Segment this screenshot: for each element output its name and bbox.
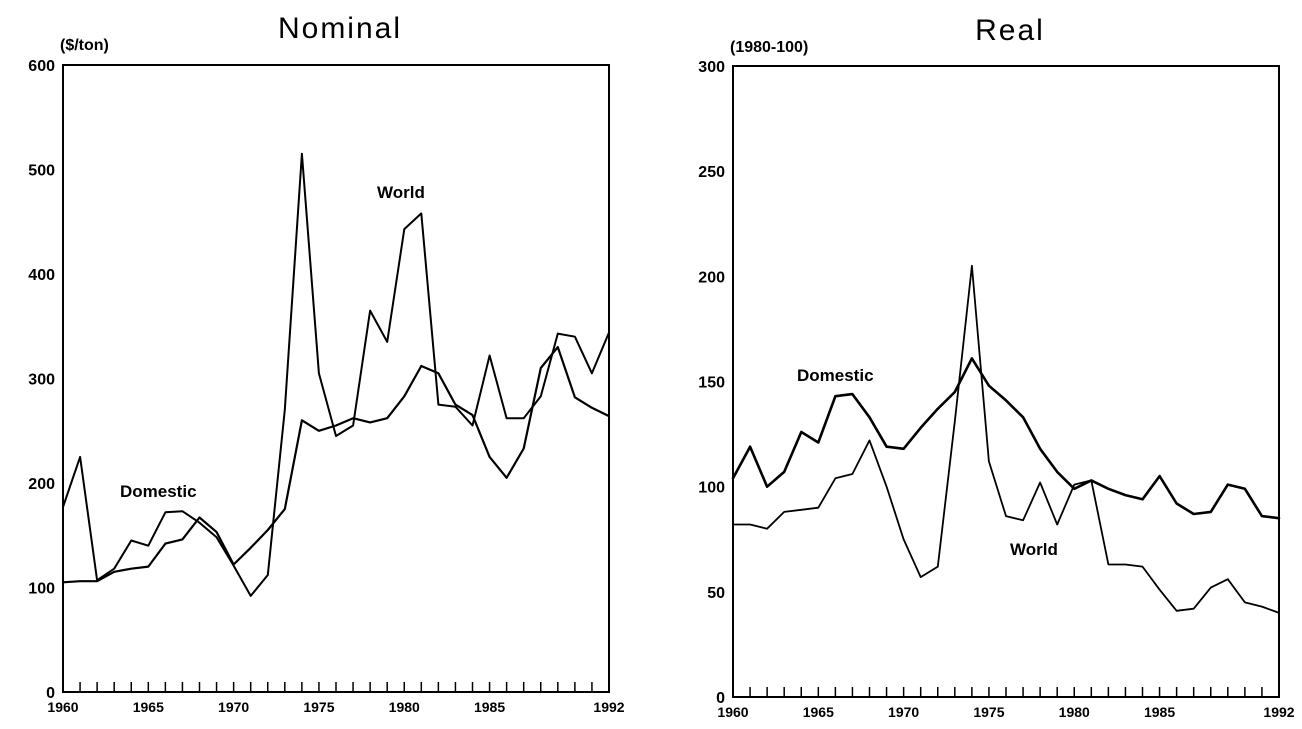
series-line-world bbox=[62, 152, 610, 597]
series-line-domestic bbox=[731, 357, 1281, 520]
chart-panel-real: Real (1980-100) 0 50 100 150 200 250 300 1960 1965… bbox=[698, 14, 1294, 720]
y-tick-label: 50 bbox=[707, 585, 725, 602]
x-tick-label: 1965 bbox=[803, 704, 834, 720]
x-tick-label: 1960 bbox=[47, 699, 78, 715]
chart-panel-nominal: Nominal ($/ton) 0 100 200 300 400 500 600 1960 196… bbox=[28, 12, 624, 715]
x-tick-label: 1970 bbox=[888, 704, 919, 720]
series-label-world: World bbox=[1010, 540, 1058, 559]
x-tick-label: 1975 bbox=[973, 704, 1004, 720]
y-tick-label: 200 bbox=[698, 269, 725, 286]
y-tick-label: 300 bbox=[698, 59, 725, 76]
y-tick-label: 300 bbox=[28, 372, 55, 389]
plot-frame bbox=[62, 64, 610, 693]
y-tick-label: 600 bbox=[28, 58, 55, 75]
chart-title: Real bbox=[975, 14, 1045, 47]
y-tick-label: 400 bbox=[28, 267, 55, 284]
y-tick-label: 200 bbox=[28, 476, 55, 493]
series-label-domestic: Domestic bbox=[797, 366, 874, 385]
series-label-world: World bbox=[377, 183, 425, 202]
y-tick-label: 100 bbox=[698, 480, 725, 497]
y-tick-label: 100 bbox=[28, 581, 55, 598]
series-label-domestic: Domestic bbox=[120, 482, 197, 501]
x-tick-label: 1992 bbox=[1263, 704, 1294, 720]
x-tick-label: 1960 bbox=[717, 704, 748, 720]
x-tick-label: 1970 bbox=[218, 699, 249, 715]
unit-label: ($/ton) bbox=[60, 37, 109, 54]
x-tick-label: 1975 bbox=[303, 699, 334, 715]
y-tick-label: 0 bbox=[716, 690, 725, 707]
chart-title: Nominal bbox=[278, 12, 402, 45]
x-tick-label: 1980 bbox=[1059, 704, 1090, 720]
series-line-domestic bbox=[61, 346, 611, 584]
x-tick-label: 1980 bbox=[389, 699, 420, 715]
series-line-world bbox=[732, 264, 1280, 614]
x-tick-label: 1992 bbox=[593, 699, 624, 715]
y-tick-label: 250 bbox=[698, 164, 725, 181]
y-tick-label: 500 bbox=[28, 163, 55, 180]
y-tick-label: 0 bbox=[46, 685, 55, 702]
x-tick-label: 1965 bbox=[133, 699, 164, 715]
y-tick-label: 150 bbox=[698, 375, 725, 392]
x-tick-label: 1985 bbox=[474, 699, 505, 715]
unit-label: (1980-100) bbox=[730, 39, 808, 56]
x-tick-label: 1985 bbox=[1144, 704, 1175, 720]
